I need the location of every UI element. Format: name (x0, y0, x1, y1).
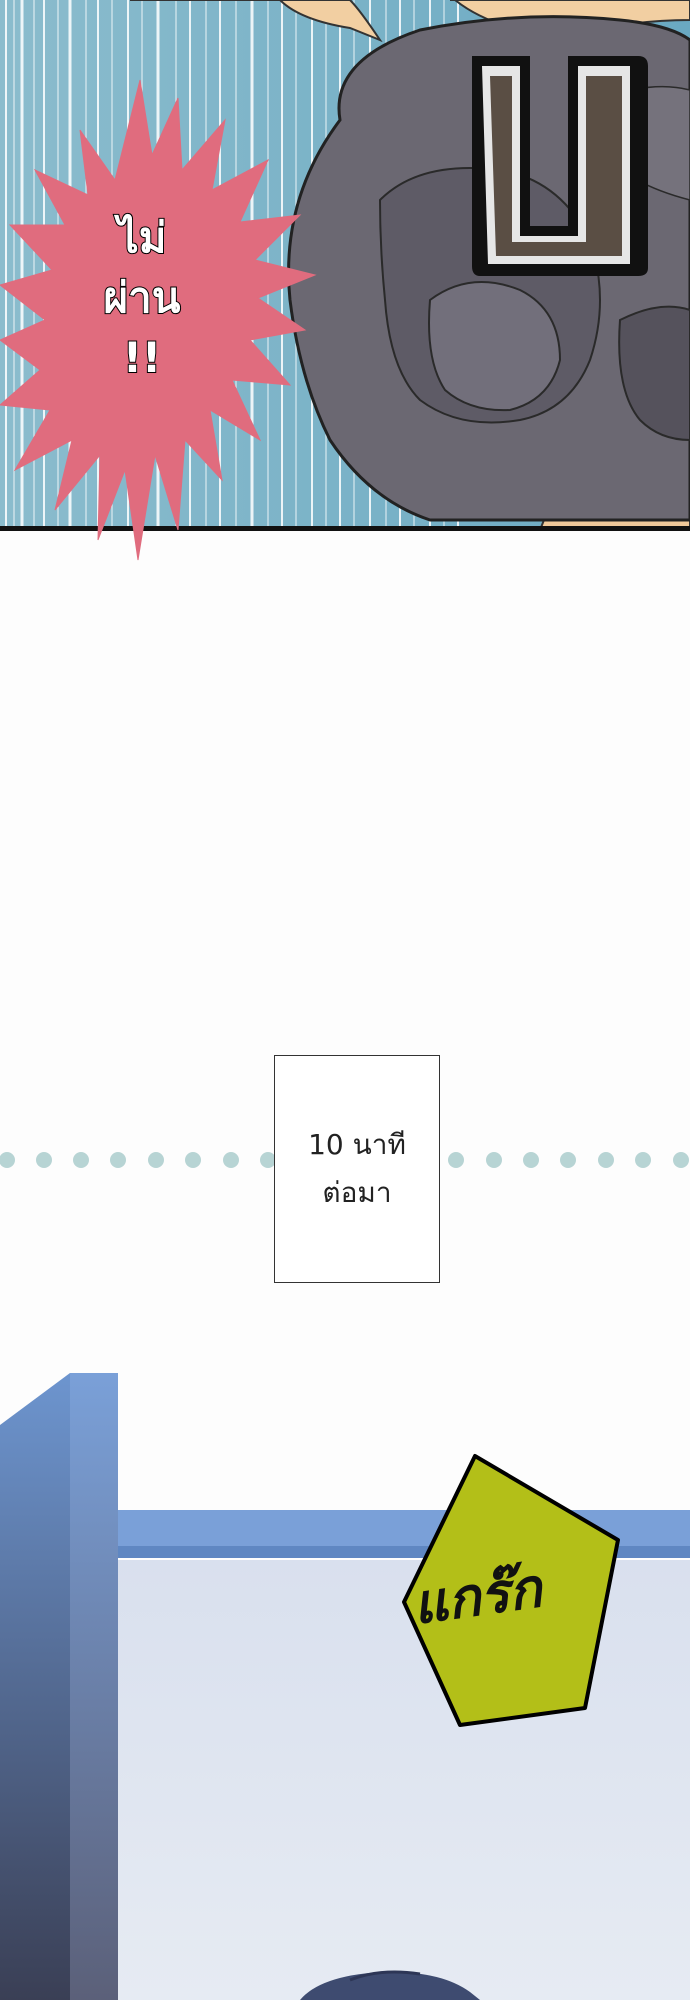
burst-line-1: ไม่ (117, 212, 168, 263)
grade-letter-badge: บ (472, 56, 648, 276)
sfx-badge (402, 1454, 620, 1727)
burst-text: ไม่ ผ่าน !! (72, 208, 212, 388)
panel-divider (0, 526, 690, 531)
time-caption-box: 10 นาที ต่อมา (274, 1055, 440, 1283)
caption-line-1: 10 นาที (308, 1128, 406, 1161)
burst-line-3: !! (122, 332, 162, 383)
burst-line-2: ผ่าน (103, 272, 182, 323)
dotted-divider (0, 1152, 689, 1168)
caption-line-2: ต่อมา (322, 1176, 392, 1209)
grade-letter: บ (557, 168, 563, 179)
